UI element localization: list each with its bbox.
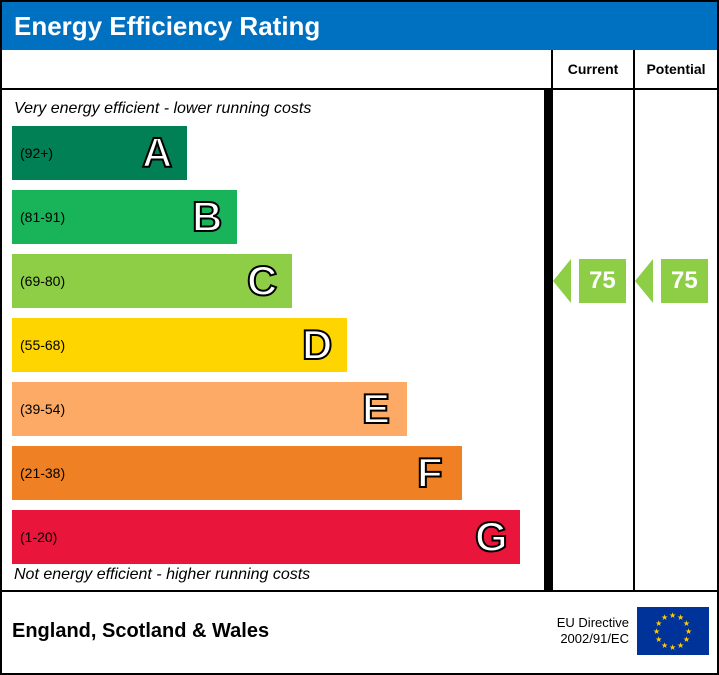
band-g: (1-20) G <box>12 510 520 564</box>
bands-area: Very energy efficient - lower running co… <box>2 90 553 590</box>
potential-column: 75 <box>635 90 717 590</box>
eu-star: ★ <box>661 613 668 622</box>
chart-title: Energy Efficiency Rating <box>14 11 320 42</box>
band-b: (81-91) B <box>12 190 237 244</box>
eu-star: ★ <box>653 627 660 636</box>
band-letter-g: G <box>475 513 508 561</box>
band-range-a: (92+) <box>20 145 53 161</box>
footer: England, Scotland & Wales EU Directive 2… <box>2 590 717 670</box>
current-rating-pointer-value: 75 <box>579 259 626 303</box>
band-letter-e: E <box>362 385 390 433</box>
band-letter-d: D <box>302 321 332 369</box>
band-letter-a: A <box>142 129 172 177</box>
band-range-e: (39-54) <box>20 401 65 417</box>
header-potential: Potential <box>635 50 717 88</box>
inefficient-caption: Not energy efficient - higher running co… <box>2 562 322 588</box>
current-column: 75 <box>553 90 635 590</box>
band-letter-f: F <box>417 449 443 497</box>
chart-body: Very energy efficient - lower running co… <box>2 90 717 590</box>
band-range-f: (21-38) <box>20 465 65 481</box>
bands-wrap: (92+) A (81-91) B (69-80) C (55-68) D (39-54) E (2… <box>2 122 544 578</box>
band-range-b: (81-91) <box>20 209 65 225</box>
epc-chart: Energy Efficiency Rating Current Potenti… <box>0 0 719 675</box>
band-d: (55-68) D <box>12 318 347 372</box>
band-f: (21-38) F <box>12 446 462 500</box>
eu-star: ★ <box>677 641 684 650</box>
eu-directive-label: EU Directive 2002/91/EC <box>557 615 637 646</box>
eu-star: ★ <box>669 643 676 652</box>
band-c: (69-80) C <box>12 254 292 308</box>
column-header-row: Current Potential <box>2 50 717 90</box>
eu-star: ★ <box>669 611 676 620</box>
header-spacer <box>2 50 553 88</box>
band-letter-c: C <box>247 257 277 305</box>
region-label: England, Scotland & Wales <box>2 620 557 643</box>
eu-directive-line2: 2002/91/EC <box>557 631 629 647</box>
current-rating-pointer: 75 <box>571 259 634 303</box>
eu-directive-line1: EU Directive <box>557 615 629 631</box>
potential-rating-pointer: 75 <box>653 259 716 303</box>
efficient-caption: Very energy efficient - lower running co… <box>2 96 544 122</box>
eu-flag-icon: ★★★★★★★★★★★★ <box>637 607 709 655</box>
band-range-c: (69-80) <box>20 273 65 289</box>
band-a: (92+) A <box>12 126 187 180</box>
header-current: Current <box>553 50 635 88</box>
potential-rating-pointer-value: 75 <box>661 259 708 303</box>
eu-star: ★ <box>655 635 662 644</box>
title-bar: Energy Efficiency Rating <box>2 2 717 50</box>
band-range-d: (55-68) <box>20 337 65 353</box>
band-letter-b: B <box>192 193 222 241</box>
band-range-g: (1-20) <box>20 529 57 545</box>
band-e: (39-54) E <box>12 382 407 436</box>
